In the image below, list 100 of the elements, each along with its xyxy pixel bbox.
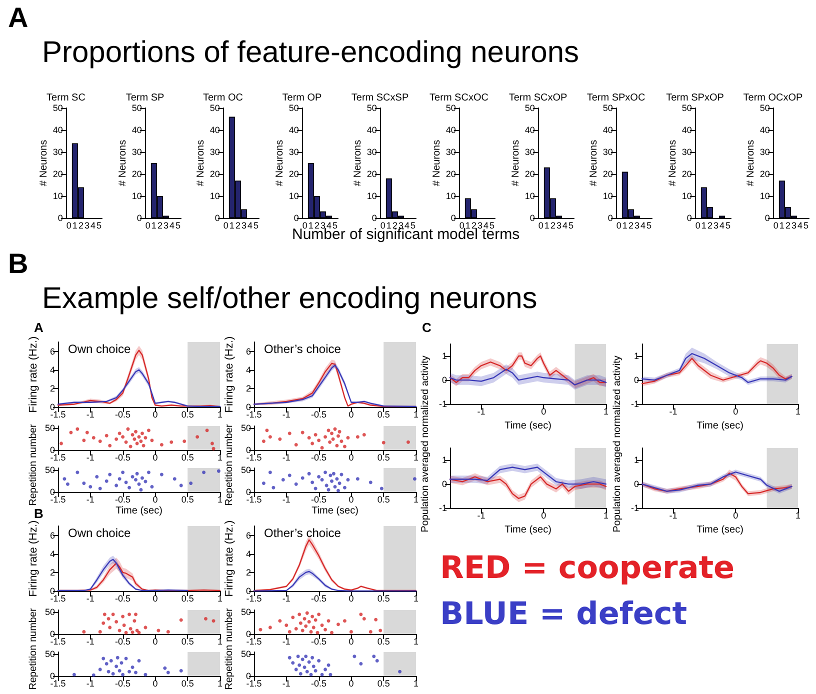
x-tick-label: 4 (90, 220, 96, 230)
point (349, 630, 353, 634)
point (378, 628, 382, 632)
point (88, 485, 92, 489)
point (210, 442, 214, 446)
x-tick-label: 2 (392, 220, 398, 230)
x-tick-label: 0 (541, 406, 546, 417)
x-tick-label: 2 (314, 220, 320, 230)
point (307, 620, 311, 624)
point (124, 630, 128, 634)
y-tick-label: 50 (240, 649, 251, 660)
point (118, 432, 122, 436)
text: A (8, 2, 28, 34)
x-tick-label: 1 (544, 220, 550, 230)
point (144, 436, 148, 440)
y-axis-title: Firing rate (Hz.) (224, 520, 236, 597)
x-tick-label: 0.5 (377, 452, 390, 462)
point (182, 440, 186, 444)
point (202, 470, 206, 474)
y-tick-label: 50 (524, 103, 535, 113)
x-tick-label: 5 (646, 220, 652, 230)
x-tick-label: -1 (477, 406, 486, 417)
point (324, 628, 328, 632)
x-tick-label: -0.5 (311, 678, 327, 688)
chart-title: Own choice (68, 342, 132, 356)
x-tick-label: 0.5 (377, 678, 390, 688)
y-axis-title: # Neurons (274, 140, 286, 186)
x-tick-label: 1 (465, 220, 470, 230)
chart-title: Other’s choice (264, 342, 342, 356)
x-tick-label: -0.5 (115, 494, 131, 504)
point (356, 477, 360, 481)
point (130, 630, 134, 634)
point (368, 480, 372, 484)
point (121, 672, 125, 676)
point (342, 486, 346, 490)
text: C (422, 320, 432, 335)
point (362, 432, 366, 436)
point (137, 658, 141, 662)
x-tick-label: 0.5 (377, 410, 390, 420)
x-tick-label: -0.5 (311, 494, 327, 504)
point (102, 656, 106, 660)
point (121, 614, 125, 618)
x-tick-label: 4 (169, 220, 174, 230)
point (336, 488, 340, 492)
point (330, 630, 334, 634)
y-tick-label: 30 (288, 147, 299, 157)
point (398, 670, 402, 674)
point (104, 479, 108, 483)
point (328, 474, 332, 478)
x-tick-label: 1 (413, 678, 419, 688)
point (314, 669, 318, 673)
point (372, 654, 376, 658)
point (134, 430, 138, 434)
x-tick-label: 3 (163, 220, 168, 230)
point (412, 477, 416, 481)
x-tick-label: 0 (733, 406, 738, 417)
y-axis-title: # Neurons (117, 140, 128, 186)
y-tick-label: 30 (367, 147, 378, 157)
point (268, 470, 272, 474)
point (346, 478, 350, 482)
point (104, 662, 108, 666)
line-series (449, 466, 607, 485)
y-tick-label: 1 (634, 351, 639, 362)
point (135, 472, 139, 476)
chart-title: Term SC (46, 92, 86, 104)
x-tick-label: 2 (707, 220, 712, 230)
point (163, 666, 167, 670)
point (314, 618, 318, 622)
point (140, 432, 144, 436)
x-tick-label: 0 (152, 494, 158, 504)
point (146, 428, 150, 432)
point (98, 486, 102, 490)
chart-title: Term OP (282, 92, 322, 104)
point (137, 435, 141, 439)
point (296, 654, 300, 658)
point (314, 432, 318, 436)
point (304, 624, 308, 628)
point (111, 612, 115, 616)
text: Example self/other encoding neurons (42, 282, 538, 316)
point (118, 477, 122, 481)
point (342, 444, 346, 448)
point (288, 432, 292, 436)
x-tick-label: -1 (86, 452, 94, 462)
point (76, 470, 80, 474)
x-tick-label: 1 (308, 220, 314, 230)
point (326, 619, 330, 623)
x-tick-label: -1 (282, 410, 290, 420)
x-tick-label: 5 (410, 220, 416, 230)
point (111, 672, 115, 676)
x-tick-label: 5 (804, 220, 809, 230)
x-tick-label: 5 (332, 220, 338, 230)
point (72, 672, 76, 676)
point (212, 619, 216, 623)
x-tick-label: 5 (568, 220, 574, 230)
point (320, 624, 324, 628)
x-tick-label: 1 (413, 452, 419, 462)
point (302, 666, 306, 670)
point (316, 630, 320, 634)
point (309, 630, 313, 634)
y-tick-label: 50 (682, 103, 692, 113)
